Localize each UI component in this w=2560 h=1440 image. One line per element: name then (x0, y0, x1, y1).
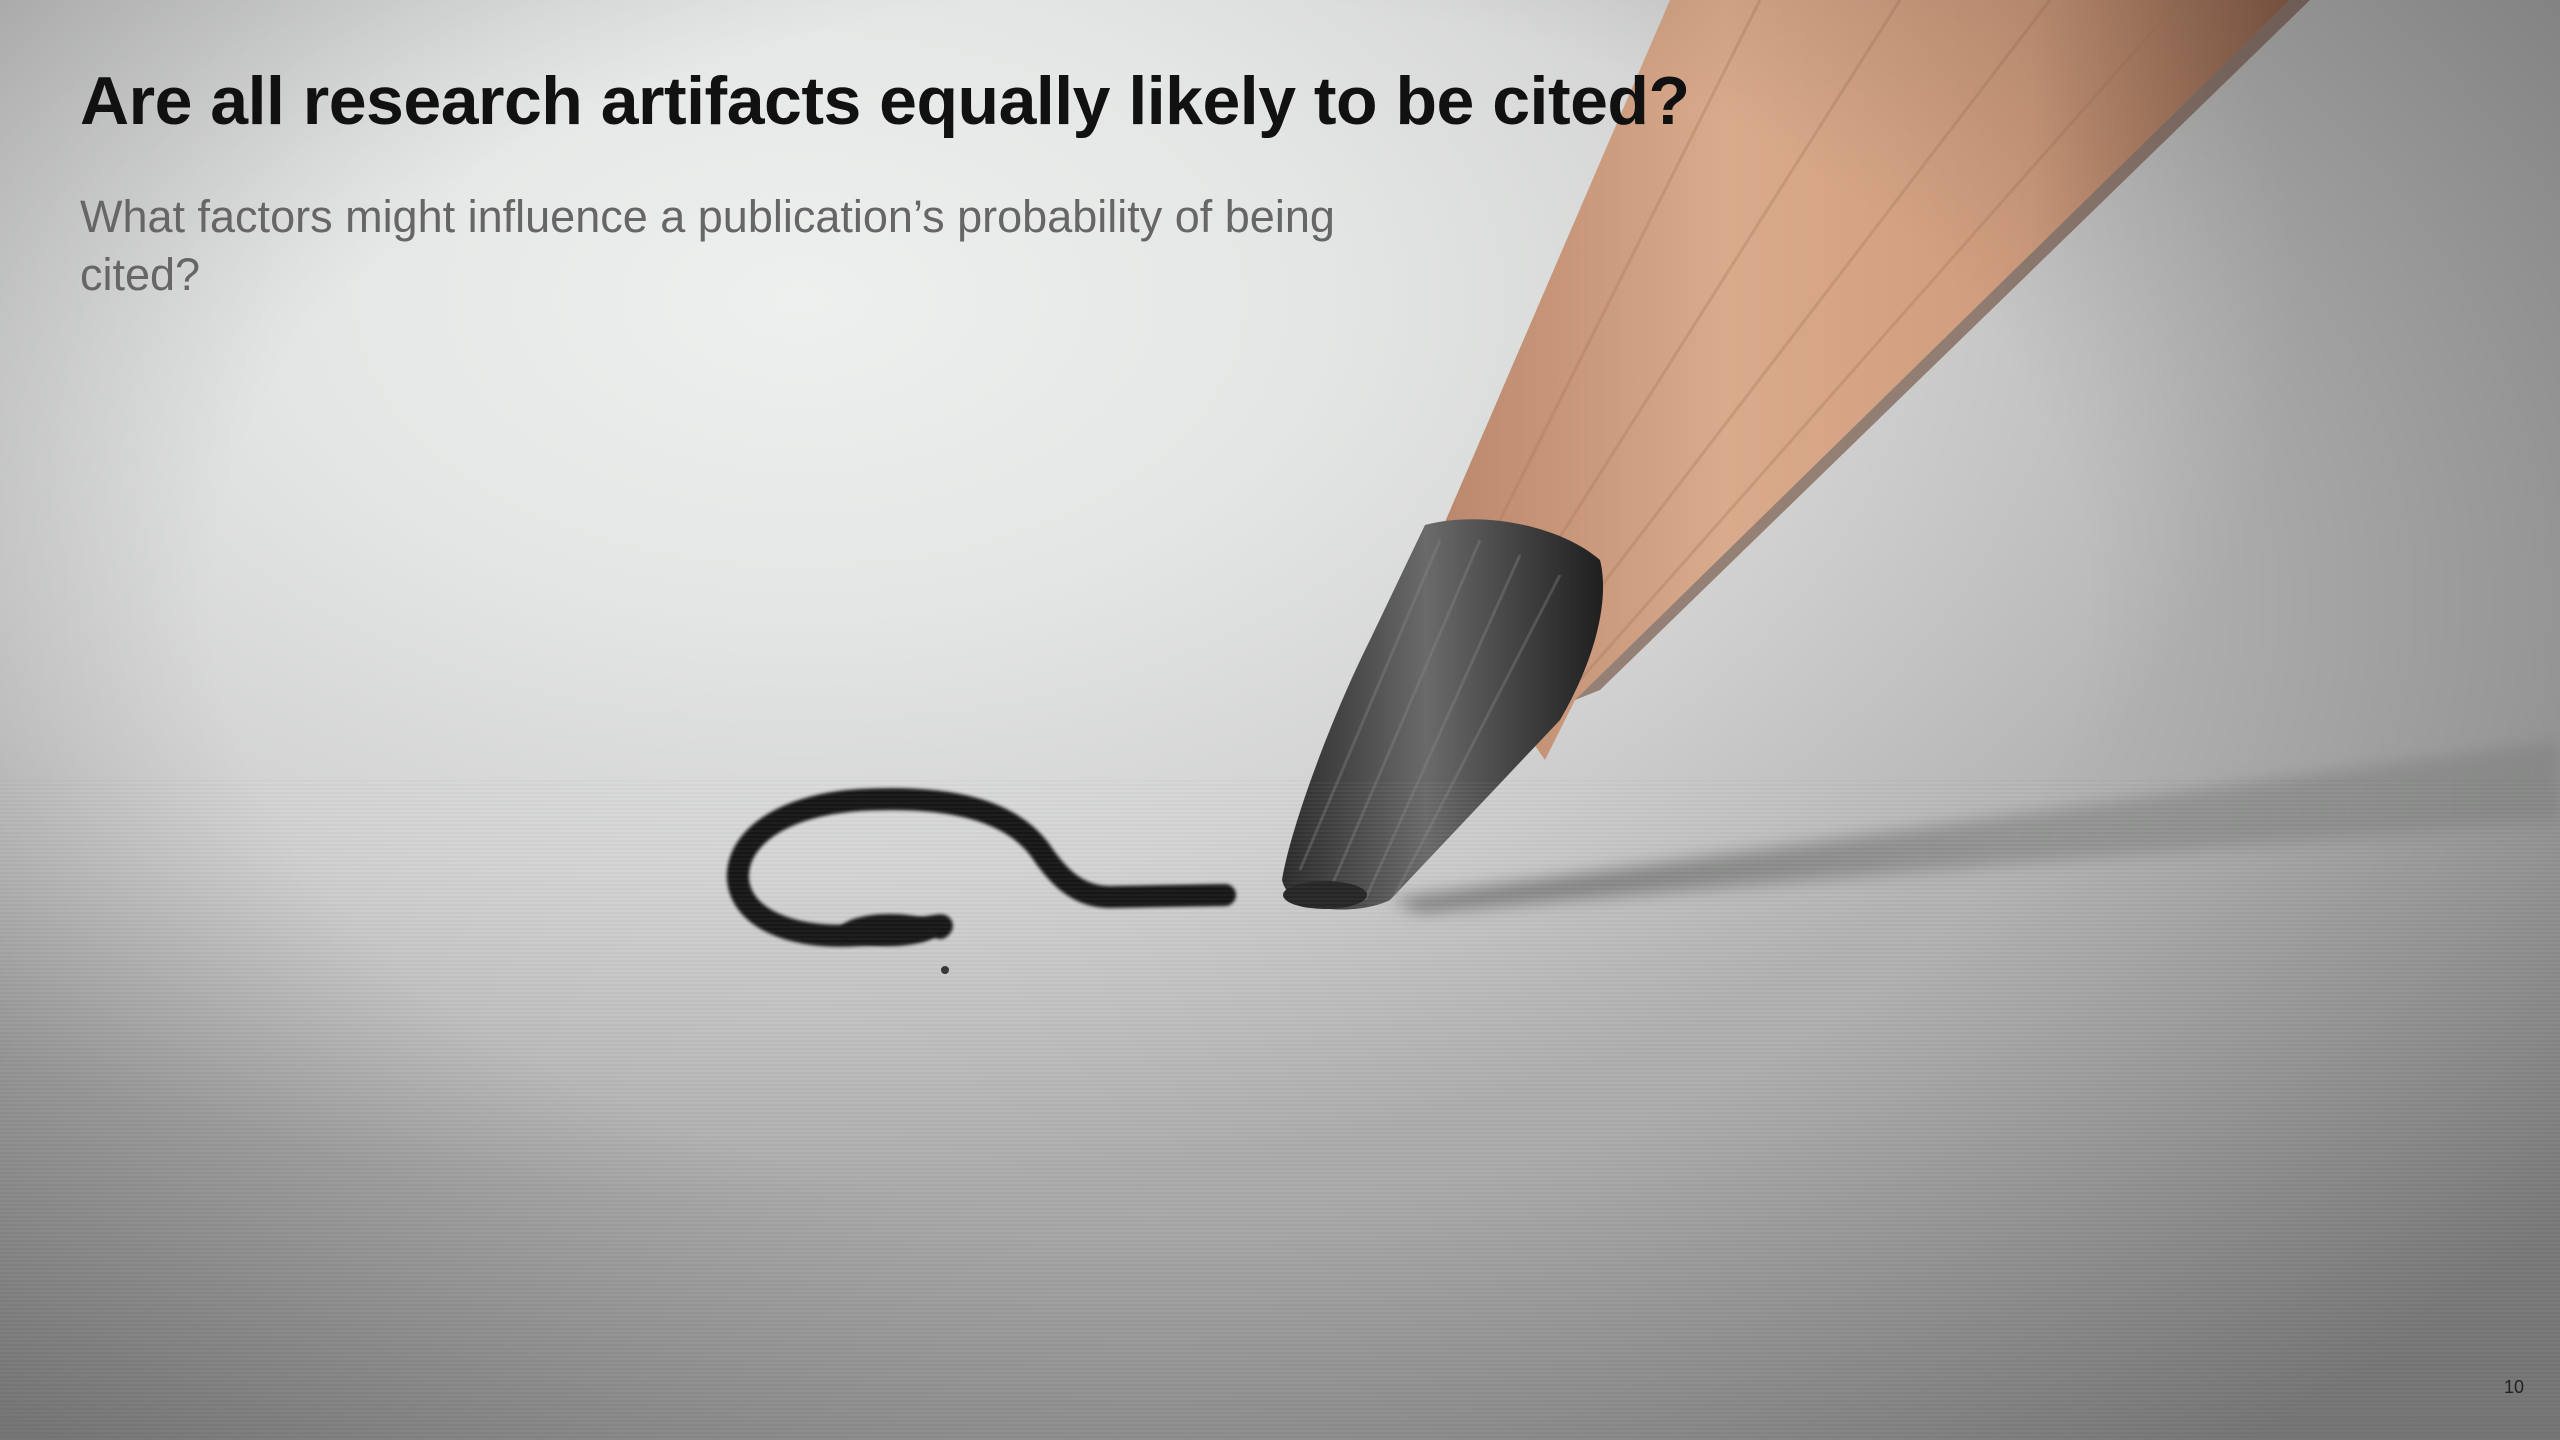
pencil-shadow (1390, 740, 2560, 912)
lead-tip (1283, 881, 1367, 909)
pencil-lead (1282, 519, 1604, 910)
stroke-blob (840, 914, 940, 946)
pencil-wood (1420, 0, 2290, 760)
slide-title: Are all research artifacts equally likel… (80, 63, 1690, 139)
graphite-dot (941, 966, 949, 974)
page-number: 10 (2503, 1377, 2524, 1397)
paper-texture (0, 780, 2560, 1440)
slide-subtitle: What factors might influence a publicati… (80, 191, 1335, 300)
